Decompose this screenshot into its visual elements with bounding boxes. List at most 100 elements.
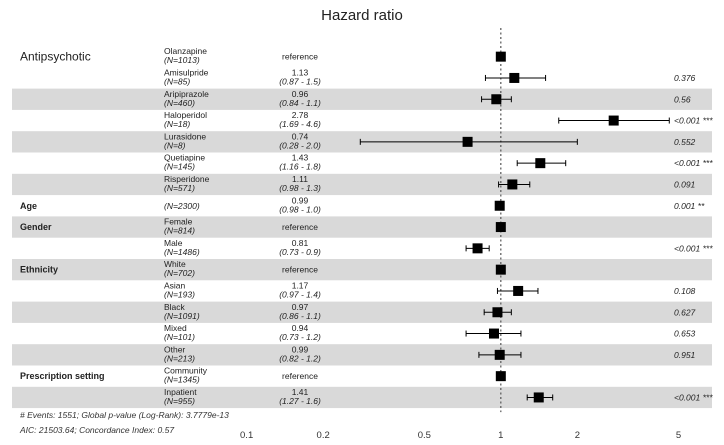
row-stripe: [12, 173, 712, 196]
level-label: Aripiprazole: [164, 89, 209, 99]
ci-label: (0.82 - 1.2): [279, 353, 321, 363]
p-value-label: 0.108: [674, 286, 696, 296]
n-label: (N=1091): [164, 311, 200, 321]
ci-label: (0.73 - 0.9): [279, 247, 321, 257]
n-label: (N=571): [164, 183, 195, 193]
footnote-aic: AIC: 21503.64; Concordance Index: 0.57: [19, 425, 174, 435]
variable-label: Gender: [20, 222, 52, 232]
level-label: Other: [164, 344, 185, 354]
level-label: Amisulpride: [164, 67, 209, 77]
ci-label: (1.16 - 1.8): [279, 162, 321, 172]
p-value-label: 0.552: [674, 137, 696, 147]
estimate-marker: [608, 115, 619, 126]
level-label: Community: [164, 366, 208, 376]
x-tick-label: 5: [676, 430, 681, 441]
variable-label: Ethnicity: [20, 265, 58, 275]
n-label: (N=702): [164, 268, 195, 278]
n-label: (N=85): [164, 76, 190, 86]
estimate-label: 0.94: [292, 323, 309, 333]
level-label: Male: [164, 238, 183, 248]
x-tick-label: 1: [498, 430, 503, 441]
x-tick-label: 0.5: [418, 430, 431, 441]
n-label: (N=955): [164, 396, 195, 406]
estimate-label: 1.41: [292, 387, 309, 397]
ci-label: (0.98 - 1.3): [279, 183, 321, 193]
level-label: Asian: [164, 280, 186, 290]
estimate-marker: [507, 179, 518, 190]
x-tick-label: 0.2: [317, 430, 330, 441]
level-label: Inpatient: [164, 387, 197, 397]
n-label: (N=2300): [164, 201, 200, 211]
estimate-marker: [535, 158, 546, 169]
ci-label: (0.28 - 2.0): [279, 140, 321, 150]
row-stripe: [12, 344, 712, 366]
level-label: Mixed: [164, 323, 187, 333]
variable-label: Prescription setting: [20, 371, 105, 381]
n-label: (N=101): [164, 332, 195, 342]
level-label: Haloperidol: [164, 110, 207, 120]
ci-label: (0.98 - 1.0): [279, 204, 321, 214]
row-stripe: [12, 259, 712, 281]
level-label: Lurasidone: [164, 131, 206, 141]
p-value-label: <0.001 ***: [674, 116, 713, 126]
ci-label: (0.73 - 1.2): [279, 332, 321, 342]
level-label: White: [164, 259, 186, 269]
estimate-marker: [495, 264, 506, 275]
estimate-marker: [495, 371, 506, 382]
estimate-marker: [494, 200, 505, 211]
x-axis: 0.1 0.2 0.5 1 2 5: [240, 430, 681, 441]
n-label: (N=8): [164, 140, 186, 150]
p-value-label: 0.627: [674, 307, 696, 317]
ci-label: (1.27 - 1.6): [279, 396, 321, 406]
n-label: (N=1345): [164, 375, 200, 385]
estimate-label: 1.11: [292, 174, 308, 184]
ci-label: (0.87 - 1.5): [279, 76, 321, 86]
row-labels: Antipsychotic Olanzapine(N=1013) reference…: [20, 46, 713, 406]
estimate-label: reference: [282, 222, 318, 232]
row-stripe: [12, 386, 712, 409]
p-value-label: 0.653: [674, 329, 696, 339]
estimate-label: 1.17: [292, 280, 309, 290]
estimate-marker: [494, 349, 505, 360]
estimate-marker: [491, 94, 502, 105]
p-value-label: <0.001 ***: [674, 392, 713, 402]
level-label: Quetiapine: [164, 153, 205, 163]
estimate-marker: [472, 243, 483, 254]
ci-label: (0.84 - 1.1): [279, 98, 321, 108]
p-value-label: <0.001 ***: [674, 243, 713, 253]
p-value-label: 0.376: [674, 73, 696, 83]
ci-label: (0.97 - 1.4): [279, 289, 321, 299]
estimate-label: 0.74: [292, 131, 309, 141]
estimate-marker: [492, 307, 503, 318]
level-label: Female: [164, 217, 193, 227]
ci-label: (0.86 - 1.1): [279, 311, 321, 321]
ci-label: (1.69 - 4.6): [279, 119, 321, 129]
n-label: (N=814): [164, 226, 195, 236]
estimate-label: 0.99: [292, 195, 309, 205]
estimate-marker: [495, 222, 506, 233]
estimate-marker: [509, 72, 520, 83]
n-label: (N=213): [164, 353, 195, 363]
n-label: (N=145): [164, 162, 195, 172]
estimate-marker: [495, 51, 506, 62]
estimate-label: 0.96: [292, 89, 309, 99]
estimate-marker: [462, 136, 473, 147]
estimate-marks: [359, 51, 670, 403]
row-stripe: [12, 301, 712, 323]
p-value-label: <0.001 ***: [674, 158, 713, 168]
variable-label: Antipsychotic: [20, 50, 91, 64]
p-value-label: 0.951: [674, 350, 696, 360]
variable-label: Age: [20, 201, 37, 211]
x-tick-label: 2: [575, 430, 580, 441]
p-value-label: 0.001 **: [674, 201, 705, 211]
row-stripe: [12, 216, 712, 238]
row-stripe: [12, 88, 712, 110]
p-value-label: 0.56: [674, 94, 691, 104]
level-label: Risperidone: [164, 174, 210, 184]
estimate-marker: [533, 392, 544, 403]
estimate-marker: [488, 328, 499, 339]
n-label: (N=460): [164, 98, 195, 108]
n-label: (N=1486): [164, 247, 200, 257]
p-value-label: 0.091: [674, 179, 696, 189]
